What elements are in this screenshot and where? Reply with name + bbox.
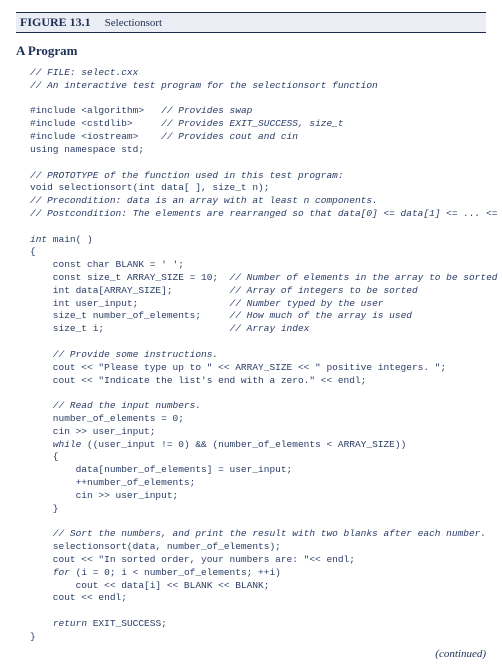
continued-label: (continued): [16, 644, 486, 660]
code-line: // Provide some instructions.: [30, 349, 218, 360]
code-line: size_t i;: [30, 323, 104, 334]
code-line: cin >> user_input;: [30, 426, 155, 437]
code-comment: // Array of integers to be sorted: [230, 285, 418, 296]
code-line: int data[ARRAY_SIZE];: [30, 285, 173, 296]
code-comment: // How much of the array is used: [230, 310, 412, 321]
code-line: using namespace std;: [30, 144, 144, 155]
code-line: number_of_elements = 0;: [30, 413, 184, 424]
code-comment: // Number typed by the user: [230, 298, 384, 309]
figure-caption: Selectionsort: [105, 17, 162, 29]
code-line: cout << "In sorted order, your numbers a…: [30, 554, 355, 565]
code-line: main( ): [47, 234, 93, 245]
code-line: (i = 0; i < number_of_elements; ++i): [70, 567, 281, 578]
code-comment: // Number of elements in the array to be…: [230, 272, 498, 283]
code-line: #include <cstdlib>: [30, 118, 133, 129]
code-line: // Read the input numbers.: [30, 400, 201, 411]
code-line: cout << "Indicate the list's end with a …: [30, 375, 366, 386]
code-comment: // Provides swap: [161, 105, 252, 116]
code-line: ++number_of_elements;: [30, 477, 195, 488]
code-line: // FILE: select.cxx: [30, 67, 138, 78]
code-line: cout << endl;: [30, 592, 127, 603]
code-line: cin >> user_input;: [30, 490, 178, 501]
code-line: {: [30, 451, 59, 462]
code-line: size_t number_of_elements;: [30, 310, 201, 321]
keyword-return: return: [53, 618, 87, 629]
code-line: cout << data[i] << BLANK << BLANK;: [30, 580, 269, 591]
code-comment: // Provides EXIT_SUCCESS, size_t: [161, 118, 343, 129]
code-line: }: [30, 503, 59, 514]
code-line: }: [30, 631, 36, 642]
code-line: // Postcondition: The elements are rearr…: [30, 208, 502, 219]
figure-header: FIGURE 13.1 Selectionsort: [16, 12, 486, 33]
code-line: int user_input;: [30, 298, 138, 309]
code-indent: [30, 567, 53, 578]
code-line: void selectionsort(int data[ ], size_t n…: [30, 182, 269, 193]
code-line: const size_t ARRAY_SIZE = 10;: [30, 272, 218, 283]
code-line: // PROTOTYPE of the function used in thi…: [30, 170, 344, 181]
code-block: // FILE: select.cxx // An interactive te…: [16, 67, 486, 644]
code-indent: [30, 439, 53, 450]
keyword-int: int: [30, 234, 47, 245]
code-line: // Sort the numbers, and print the resul…: [30, 528, 486, 539]
code-line: #include <algorithm>: [30, 105, 144, 116]
code-comment: // Array index: [230, 323, 310, 334]
code-comment: // Provides cout and cin: [161, 131, 298, 142]
section-title: A Program: [16, 43, 486, 59]
code-indent: [30, 618, 53, 629]
code-line: selectionsort(data, number_of_elements);: [30, 541, 281, 552]
figure-label: FIGURE 13.1: [20, 15, 91, 30]
keyword-for: for: [53, 567, 70, 578]
code-line: data[number_of_elements] = user_input;: [30, 464, 292, 475]
code-line: cout << "Please type up to " << ARRAY_SI…: [30, 362, 446, 373]
code-line: // An interactive test program for the s…: [30, 80, 378, 91]
code-line: const char BLANK = ' ';: [30, 259, 184, 270]
keyword-while: while: [53, 439, 82, 450]
code-line: {: [30, 246, 36, 257]
code-line: // Precondition: data is an array with a…: [30, 195, 378, 206]
code-line: ((user_input != 0) && (number_of_element…: [81, 439, 406, 450]
page: FIGURE 13.1 Selectionsort A Program // F…: [0, 0, 502, 668]
code-line: #include <iostream>: [30, 131, 138, 142]
code-line: EXIT_SUCCESS;: [87, 618, 167, 629]
